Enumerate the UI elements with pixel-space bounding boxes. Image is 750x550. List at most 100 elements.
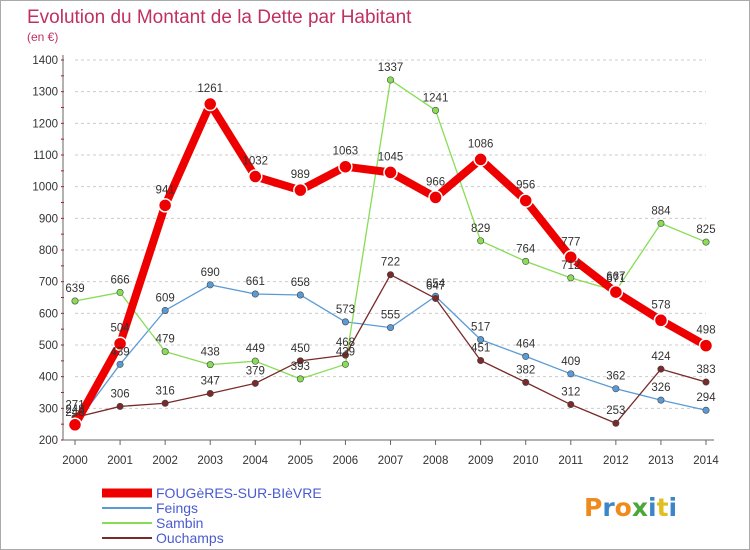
data-point-sambin (71, 297, 79, 305)
data-labels: 248 439 609 690 661 658 573 555 654 517 464 409 362 3… (65, 62, 716, 419)
data-point-foug-res-sur-bi-vre (698, 338, 714, 353)
data-label-feings: 326 (651, 382, 670, 394)
data-label-foug-res-sur-bi-vre: 1032 (242, 156, 268, 168)
data-point-feings (522, 352, 530, 360)
data-point-ouchamps (657, 365, 665, 373)
x-tick-label: 2011 (558, 455, 583, 467)
data-label-foug-res-sur-bi-vre: 966 (426, 176, 445, 188)
x-tick-label: 2012 (603, 455, 629, 467)
data-label-ouchamps: 382 (516, 364, 535, 376)
data-point-sambin (386, 76, 394, 84)
data-point-sambin (251, 357, 259, 365)
logo-letter: o (615, 493, 632, 522)
logo-letter: i (669, 493, 678, 522)
data-point-feings (567, 370, 575, 378)
y-tick-label: 300 (39, 403, 58, 415)
data-point-sambin (161, 348, 169, 356)
data-label-sambin: 829 (471, 223, 490, 235)
x-tick-label: 2014 (693, 455, 719, 467)
data-label-foug-res-sur-bi-vre: 989 (291, 169, 310, 181)
data-label-sambin: 1337 (378, 62, 404, 74)
data-point-foug-res-sur-bi-vre (202, 96, 218, 112)
x-tick-label: 2008 (423, 455, 449, 467)
x-tick-label: 2007 (378, 455, 404, 467)
x-tick-label: 2006 (333, 455, 359, 467)
data-point-feings (386, 324, 394, 332)
data-point-ouchamps (341, 351, 349, 359)
data-label-ouchamps: 379 (246, 365, 265, 377)
data-point-sambin (116, 288, 124, 296)
data-label-feings: 690 (201, 267, 220, 279)
data-label-feings: 661 (246, 276, 265, 288)
x-tick-label: 2010 (513, 455, 539, 467)
data-point-foug-res-sur-bi-vre (653, 313, 669, 328)
y-tick-label: 900 (39, 213, 58, 225)
data-label-feings: 555 (381, 310, 400, 322)
data-point-ouchamps (702, 378, 710, 386)
y-tick-label: 200 (39, 435, 58, 447)
data-label-feings: 464 (516, 338, 536, 350)
data-label-feings: 609 (156, 292, 175, 304)
data-point-ouchamps (477, 357, 485, 365)
data-label-ouchamps: 312 (561, 387, 580, 399)
data-label-sambin: 479 (156, 334, 175, 346)
data-label-foug-res-sur-bi-vre: 1261 (197, 83, 223, 95)
data-point-ouchamps (432, 294, 440, 302)
data-label-sambin: 666 (110, 274, 129, 286)
data-label-foug-res-sur-bi-vre: 1045 (378, 151, 404, 163)
data-point-feings (161, 306, 169, 314)
data-label-foug-res-sur-bi-vre: 248 (65, 404, 84, 416)
data-point-foug-res-sur-bi-vre (248, 169, 263, 184)
x-tick-label: 2002 (152, 455, 178, 467)
logo-letter: P (584, 493, 602, 522)
data-label-foug-res-sur-bi-vre: 941 (156, 184, 175, 196)
data-label-foug-res-sur-bi-vre: 578 (651, 299, 670, 311)
x-tick-label: 2000 (62, 455, 88, 467)
data-point-feings (251, 290, 259, 298)
data-label-sambin: 449 (246, 343, 265, 355)
data-point-foug-res-sur-bi-vre (428, 190, 443, 205)
y-tick-label: 800 (39, 245, 58, 257)
y-tick-label: 1400 (32, 55, 58, 67)
data-label-foug-res-sur-bi-vre: 498 (696, 325, 715, 337)
data-label-ouchamps: 722 (381, 257, 400, 269)
data-label-ouchamps: 450 (291, 343, 310, 355)
logo-letter: i (648, 493, 657, 522)
data-label-sambin: 884 (651, 205, 671, 217)
data-point-sambin (702, 238, 710, 246)
y-tick-label: 400 (39, 372, 58, 384)
data-label-feings: 658 (291, 277, 310, 289)
x-tick-label: 2005 (288, 455, 314, 467)
logo-letter: x (632, 493, 648, 522)
data-label-ouchamps: 647 (426, 280, 445, 292)
data-label-feings: 517 (471, 322, 490, 334)
data-point-sambin (296, 375, 304, 383)
data-label-ouchamps: 468 (336, 337, 355, 349)
legend-label: Ouchamps (156, 530, 224, 546)
x-tick-label: 2013 (648, 455, 674, 467)
data-point-foug-res-sur-bi-vre (67, 417, 83, 433)
data-label-foug-res-sur-bi-vre: 956 (516, 180, 535, 192)
proxiti-logo: Proxiti (584, 493, 677, 522)
data-label-ouchamps: 451 (471, 343, 490, 355)
legend-label: FOUGèRES-SUR-BIèVRE (156, 485, 322, 501)
data-point-ouchamps (612, 419, 620, 427)
data-label-sambin: 393 (291, 361, 310, 373)
data-point-sambin (477, 237, 485, 245)
data-label-sambin: 825 (696, 224, 715, 236)
data-label-ouchamps: 383 (696, 364, 715, 376)
y-tick-label: 1300 (32, 87, 58, 99)
data-point-ouchamps (206, 389, 214, 397)
data-label-feings: 573 (336, 304, 355, 316)
data-label-sambin: 712 (561, 260, 580, 272)
data-point-ouchamps (116, 402, 124, 410)
data-point-ouchamps (161, 399, 169, 407)
data-label-sambin: 764 (516, 243, 536, 255)
data-point-sambin (522, 257, 530, 265)
data-label-feings: 409 (561, 356, 580, 368)
logo-letter: t (657, 493, 669, 522)
data-point-sambin (657, 219, 665, 227)
data-point-feings (477, 336, 485, 344)
